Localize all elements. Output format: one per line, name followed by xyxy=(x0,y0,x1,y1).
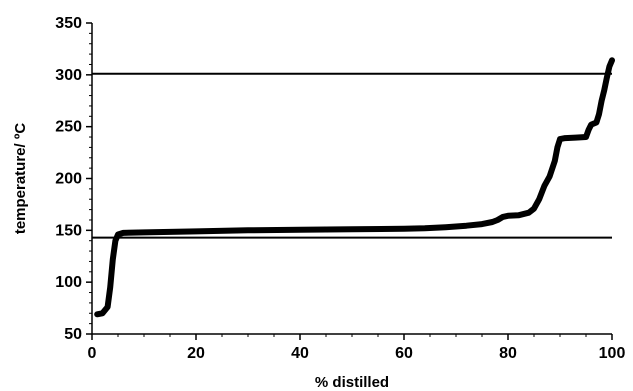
x-tick-label: 0 xyxy=(88,345,97,362)
series-line-1 xyxy=(94,57,615,318)
y-tick-label: 100 xyxy=(55,274,82,291)
reference-lines xyxy=(92,72,612,239)
y-tick-label: 250 xyxy=(55,119,82,136)
x-tick-label: 100 xyxy=(599,345,626,362)
series-lines xyxy=(94,57,615,318)
tick-labels: 50 100 150 200 250 300 350 0 20 40 60 80 100 xyxy=(55,15,625,362)
x-tick-label: 60 xyxy=(395,345,413,362)
y-tick-label: 200 xyxy=(55,171,82,188)
x-tick-label: 80 xyxy=(499,345,517,362)
y-tick-label: 300 xyxy=(55,67,82,84)
y-axis-title: temperature/ ºC xyxy=(12,123,29,235)
y-tick-label: 50 xyxy=(64,326,82,343)
axes xyxy=(91,23,612,335)
y-tick-label: 350 xyxy=(55,15,82,32)
tick-marks xyxy=(86,22,613,340)
x-axis-title: % distilled xyxy=(315,374,389,391)
x-tick-label: 20 xyxy=(187,345,205,362)
y-tick-label: 150 xyxy=(55,222,82,239)
x-tick-label: 40 xyxy=(291,345,309,362)
